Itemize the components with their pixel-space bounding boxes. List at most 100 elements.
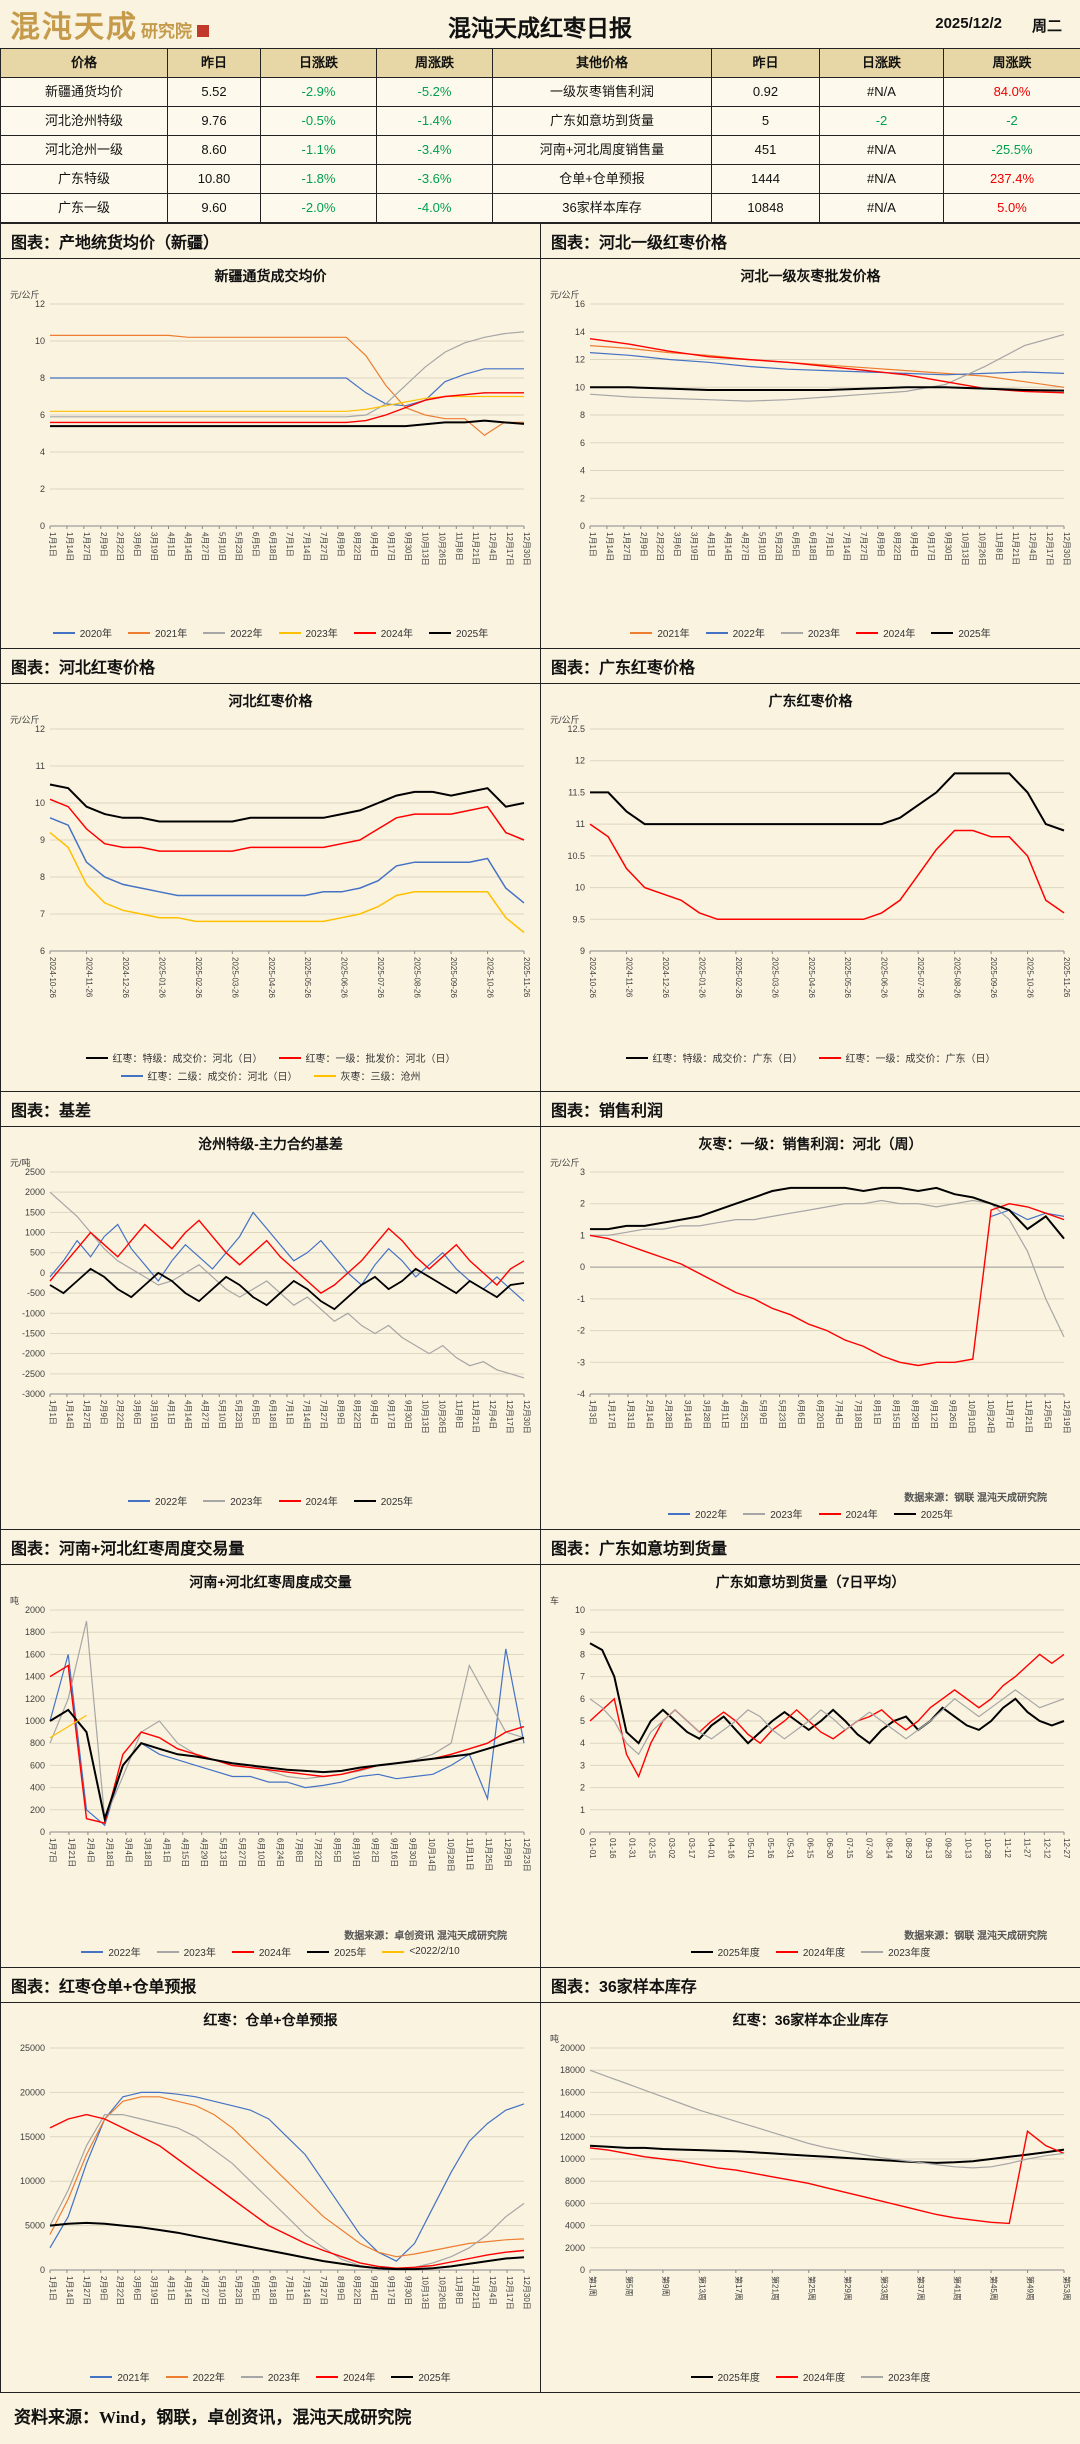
svg-text:元/公斤: 元/公斤 xyxy=(10,290,40,300)
chart-plot: 0 2 4 6 8 10 12 14 16元/公斤 1月1日 1月14日 1月27日 2月9日 2月22日… xyxy=(550,290,1071,566)
svg-text:6月5日: 6月5日 xyxy=(251,1400,260,1425)
svg-text:7月14日: 7月14日 xyxy=(302,532,311,561)
report-date-group: 2025/12/2 周二 xyxy=(935,15,1062,36)
svg-text:10月10日: 10月10日 xyxy=(967,1400,976,1434)
legend-label: 2022年 xyxy=(230,629,263,640)
legend-label: 2022年 xyxy=(108,1948,141,1959)
svg-text:-2000: -2000 xyxy=(22,1349,45,1359)
legend-item: 2023年 xyxy=(780,625,841,640)
chart-title: 沧州特级-主力合约基差 xyxy=(198,1136,343,1152)
svg-text:6月5日: 6月5日 xyxy=(251,532,260,557)
chart-title: 灰枣：一级：销售利润：河北（周） xyxy=(698,1136,923,1152)
legend-label: 2023年 xyxy=(807,629,841,640)
series-2022年 xyxy=(49,2096,525,2258)
legend-label: 2025年 xyxy=(418,2373,451,2384)
svg-text:10月13日: 10月13日 xyxy=(960,532,969,566)
legend-swatch xyxy=(690,2375,713,2378)
legend-swatch xyxy=(780,631,803,634)
svg-text:7月1日: 7月1日 xyxy=(285,1400,294,1425)
svg-text:1月1日: 1月1日 xyxy=(48,2276,57,2301)
report-title: 混沌天成红枣日报 xyxy=(448,15,632,41)
svg-text:7月27日: 7月27日 xyxy=(319,2276,328,2305)
svg-text:7月1日: 7月1日 xyxy=(285,2276,294,2301)
svg-text:7: 7 xyxy=(580,1672,585,1682)
prev-value: 9.60 xyxy=(168,194,261,223)
series-lines xyxy=(589,2069,1065,2225)
svg-text:5月10日: 5月10日 xyxy=(217,1400,226,1429)
svg-text:08-14: 08-14 xyxy=(884,1838,893,1859)
charts-grid: 图表：产地统货均价（新疆） 图表：河北一级红枣价格 新疆通货成交均价 0 2 4 6 8 10 1… xyxy=(0,223,1080,2393)
legend-swatch xyxy=(316,2375,339,2378)
svg-text:2025-02-26: 2025-02-26 xyxy=(194,957,203,998)
prev-value: 451 xyxy=(712,136,820,165)
svg-text:18000: 18000 xyxy=(560,2065,585,2075)
x-axis-labels: 2024-10-26 2024-11-26 2024-12-26 2025-01-26… xyxy=(48,951,531,998)
x-axis-labels: 1月1日 1月14日 1月27日 2月9日 2月22日 3月6日 3月19日 4月1日 4月14… xyxy=(48,526,531,566)
svg-text:4月11日: 4月11日 xyxy=(721,1400,730,1429)
series-2024年 xyxy=(589,1202,1065,1367)
svg-text:04-16: 04-16 xyxy=(726,1838,735,1859)
svg-text:0: 0 xyxy=(580,521,585,531)
svg-text:16: 16 xyxy=(575,299,585,309)
series-2023年 xyxy=(49,1191,525,1379)
prev-value: 1444 xyxy=(712,165,820,194)
legend: 2025年度 2024年度 2023年度 xyxy=(546,2369,1075,2384)
legend-label: 2024年度 xyxy=(802,1948,846,1959)
day-change: -0.5% xyxy=(261,107,377,136)
series-2024年 xyxy=(49,1664,525,1824)
report-header: 混沌天成 研究院 混沌天成红枣日报 2025/12/2 周二 xyxy=(0,0,1080,48)
legend-label: 2025年 xyxy=(456,629,489,640)
legend-swatch xyxy=(382,1950,405,1953)
svg-text:7月1日: 7月1日 xyxy=(825,532,834,557)
svg-text:4月1日: 4月1日 xyxy=(167,532,176,557)
svg-text:12月17日: 12月17日 xyxy=(505,532,514,566)
svg-text:8000: 8000 xyxy=(565,2176,585,2186)
legend: 红枣：特级：成交价：广东（日） 红枣：一级：成交价：广东（日） xyxy=(546,1050,1075,1065)
svg-text:09-28: 09-28 xyxy=(944,1838,953,1859)
svg-text:2024-12-26: 2024-12-26 xyxy=(661,957,670,998)
week-change: -1.4% xyxy=(377,107,493,136)
legend-item: 2024年 xyxy=(353,625,413,640)
svg-text:25000: 25000 xyxy=(20,2043,45,2053)
svg-text:4月1日: 4月1日 xyxy=(167,2276,176,2301)
svg-text:9月17日: 9月17日 xyxy=(927,532,936,561)
svg-text:4月27日: 4月27日 xyxy=(200,532,209,561)
legend-item: 2025年 xyxy=(391,2369,451,2384)
svg-text:1月1日: 1月1日 xyxy=(48,532,57,557)
legend-item: 红枣：特级：成交价：河北（日） xyxy=(85,1050,263,1065)
day-change: #N/A xyxy=(820,165,944,194)
series-lines xyxy=(49,2091,525,2271)
svg-text:12月4日: 12月4日 xyxy=(1028,532,1037,561)
legend-item: 2024年 xyxy=(856,625,915,640)
legend-item: 2020年 xyxy=(52,625,112,640)
svg-text:7月22日: 7月22日 xyxy=(313,1838,322,1867)
day-change: -1.1% xyxy=(261,136,377,165)
legend-item: 2022年 xyxy=(128,1493,187,1508)
legend-swatch xyxy=(856,631,879,634)
svg-text:5月10日: 5月10日 xyxy=(217,2276,226,2305)
svg-text:-2500: -2500 xyxy=(22,1369,45,1379)
svg-text:6月18日: 6月18日 xyxy=(268,2276,277,2305)
legend-swatch xyxy=(120,1074,143,1077)
series-2023年 xyxy=(49,2114,525,2270)
svg-text:9月2日: 9月2日 xyxy=(370,1838,379,1863)
svg-text:8月22日: 8月22日 xyxy=(353,532,362,561)
prev-value: 5.52 xyxy=(168,78,261,107)
legend-item: 2025年 xyxy=(429,625,488,640)
svg-text:2025-08-26: 2025-08-26 xyxy=(953,957,962,998)
legend-label: 2023年度 xyxy=(888,2373,931,2384)
svg-text:2025-09-26: 2025-09-26 xyxy=(449,957,458,998)
svg-text:9月30日: 9月30日 xyxy=(404,2276,413,2305)
legend-label: 2025年 xyxy=(334,1948,367,1959)
legend-label: 2025年 xyxy=(380,1497,413,1508)
svg-text:8月22日: 8月22日 xyxy=(353,2276,362,2305)
series-lines xyxy=(49,1620,525,1827)
svg-text:5月23日: 5月23日 xyxy=(234,2276,243,2305)
chart-cell: 广东如意坊到货量（7日平均） 0 1 2 3 4 5 6 7 8 9 10 车 01-01 01-16 01-… xyxy=(541,1565,1080,1967)
week-change: -4.0% xyxy=(377,194,493,223)
svg-text:07-15: 07-15 xyxy=(845,1838,854,1859)
series-2025年度 xyxy=(589,1642,1065,1745)
svg-text:第5周: 第5周 xyxy=(624,2276,634,2296)
legend-item: 2024年 xyxy=(316,2369,375,2384)
